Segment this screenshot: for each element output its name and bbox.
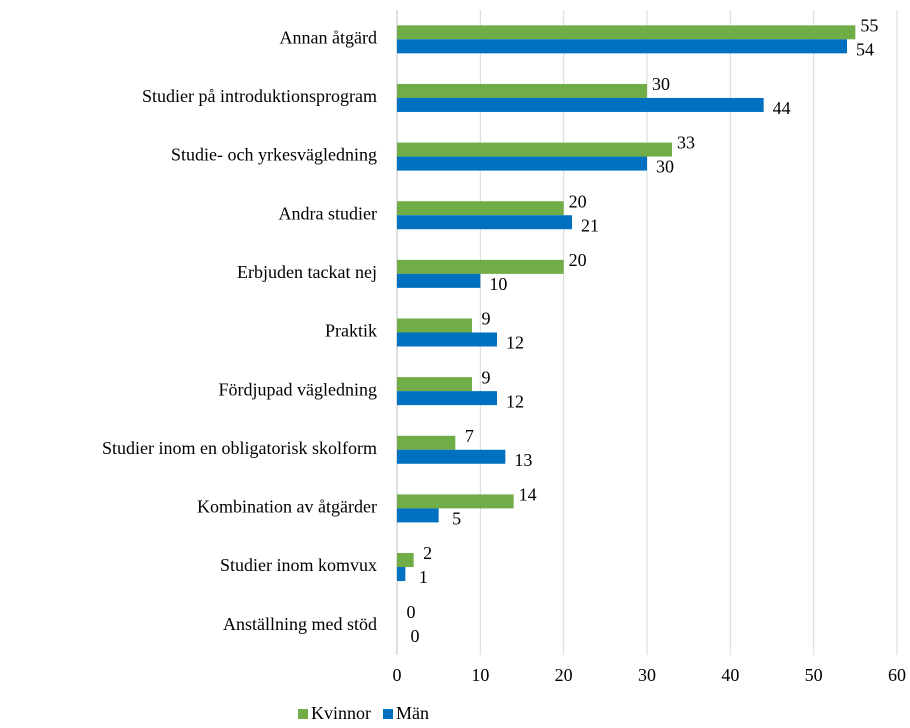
- bar: [397, 25, 856, 40]
- bar: [397, 494, 514, 509]
- data-label: 9: [482, 367, 491, 387]
- bar: [397, 39, 847, 54]
- bar: [397, 508, 439, 523]
- data-label: 1: [419, 567, 428, 587]
- bar: [397, 332, 497, 347]
- bar: [397, 142, 672, 157]
- data-label: 20: [569, 191, 587, 211]
- category-label: Andra studier: [279, 203, 377, 223]
- category-label: Studier inom komvux: [220, 555, 377, 575]
- bar: [397, 259, 564, 274]
- bar: [397, 435, 456, 450]
- data-label: 12: [506, 333, 524, 353]
- x-tick-label: 0: [393, 665, 402, 685]
- data-label: 2: [423, 543, 432, 563]
- category-label: Erbjuden tackat nej: [237, 262, 377, 282]
- data-label: 14: [519, 485, 537, 505]
- data-label: 30: [656, 157, 674, 177]
- data-label: 0: [411, 626, 420, 646]
- category-label: Kombination av åtgärder: [197, 497, 377, 517]
- data-label: 20: [569, 250, 587, 270]
- bar: [397, 156, 647, 171]
- bar: [397, 391, 497, 406]
- legend-swatch: [298, 709, 308, 719]
- category-label: Fördjupad vägledning: [219, 379, 377, 399]
- category-label: Studie- och yrkesvägledning: [171, 145, 377, 165]
- category-label: Annan åtgärd: [280, 27, 377, 47]
- bar: [397, 553, 414, 568]
- data-label: 12: [506, 391, 524, 411]
- bar: [397, 215, 572, 230]
- category-label: Praktik: [325, 321, 377, 341]
- data-label: 0: [407, 602, 416, 622]
- data-label: 44: [773, 98, 791, 118]
- x-tick-label: 30: [638, 665, 656, 685]
- data-label: 7: [465, 426, 474, 446]
- category-label: Studier inom en obligatorisk skolform: [102, 438, 377, 458]
- bar: [397, 377, 472, 392]
- x-tick-label: 60: [888, 665, 906, 685]
- bar: [397, 201, 564, 216]
- data-label: 33: [677, 133, 695, 153]
- x-tick-label: 50: [805, 665, 823, 685]
- x-tick-label: 10: [471, 665, 489, 685]
- data-label: 30: [652, 74, 670, 94]
- data-label: 55: [860, 15, 878, 35]
- bar: [397, 318, 472, 333]
- legend-swatch: [383, 709, 393, 719]
- category-label: Anställning med stöd: [223, 614, 377, 634]
- data-label: 9: [482, 309, 491, 329]
- data-label: 13: [514, 450, 532, 470]
- data-label: 5: [452, 509, 461, 529]
- bar: [397, 273, 481, 288]
- category-label: Studier på introduktionsprogram: [142, 86, 377, 106]
- data-label: 54: [856, 39, 874, 59]
- bar: [397, 449, 506, 464]
- bar: [397, 567, 406, 582]
- legend-label: Kvinnor: [311, 703, 371, 723]
- x-tick-label: 40: [721, 665, 739, 685]
- bar: [397, 97, 764, 112]
- x-tick-label: 20: [555, 665, 573, 685]
- legend-label: Män: [396, 703, 429, 723]
- data-label: 21: [581, 215, 599, 235]
- bar: [397, 83, 647, 98]
- data-label: 10: [489, 274, 507, 294]
